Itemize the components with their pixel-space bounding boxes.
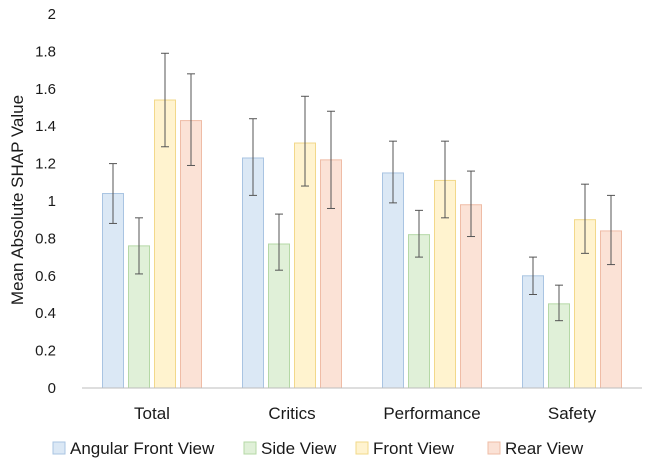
y-tick-label: 0.8 — [35, 230, 56, 247]
y-tick-label: 0.2 — [35, 343, 56, 360]
bars — [102, 99, 622, 389]
y-tick-label: 1.6 — [35, 81, 56, 98]
error-bars — [109, 52, 615, 322]
y-tick-label: 0.6 — [35, 268, 56, 285]
legend-swatch — [487, 441, 501, 455]
category-label: Safety — [548, 404, 597, 423]
bar — [408, 234, 430, 389]
legend-label: Rear View — [505, 439, 584, 458]
bar — [382, 172, 404, 389]
y-tick-label: 1 — [48, 193, 56, 210]
legend-label: Side View — [261, 439, 337, 458]
category-label: Performance — [383, 404, 480, 423]
y-axis-title: Mean Absolute SHAP Value — [8, 95, 27, 305]
y-tick-label: 2 — [48, 6, 56, 23]
y-tick-label: 1.4 — [35, 118, 56, 135]
y-axis-ticks: 0 0.2 0.4 0.6 0.8 1 1.2 1.4 1.6 1.8 2 — [35, 6, 56, 397]
legend-swatch — [355, 441, 369, 455]
legend-swatch — [243, 441, 257, 455]
y-tick-label: 0.4 — [35, 305, 56, 322]
legend: Angular Front View Side View Front View Rea… — [52, 439, 584, 458]
legend-label: Angular Front View — [70, 439, 215, 458]
y-tick-label: 1.2 — [35, 156, 56, 173]
y-tick-label: 1.8 — [35, 43, 56, 60]
category-label: Critics — [268, 404, 315, 423]
category-label: Total — [134, 404, 170, 423]
legend-swatch — [52, 441, 66, 455]
legend-label: Front View — [373, 439, 455, 458]
y-tick-label: 0 — [48, 380, 56, 397]
category-labels: Total Critics Performance Safety — [134, 404, 597, 423]
